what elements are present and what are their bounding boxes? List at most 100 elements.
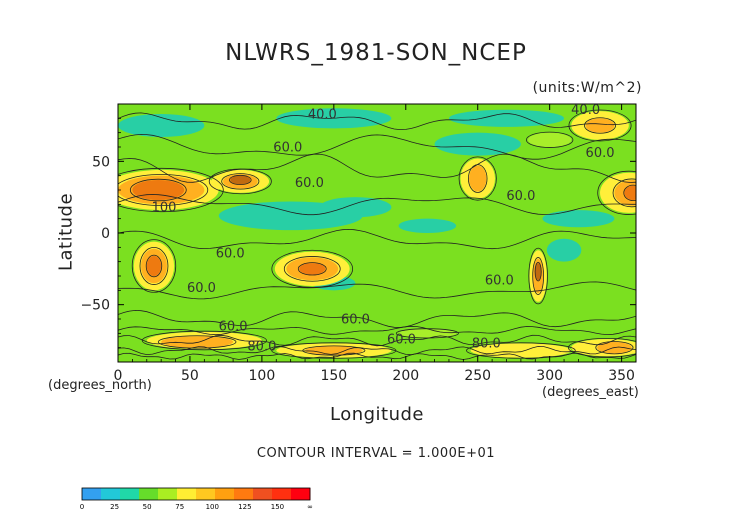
teal-region [546,238,582,262]
warm-region [230,175,251,185]
chart-title: NLWRS_1981-SON_NCEP [225,40,527,66]
x-axis-label: Longitude [329,404,425,425]
contour-label: 60.0 [295,176,324,191]
contour-line [118,194,636,216]
contour-label: 80.0 [472,337,501,352]
contour-line [532,257,544,295]
contour-line [229,174,252,186]
x-tick-label: 50 [181,368,199,384]
warm-region [585,118,615,133]
contour-label: 60.0 [586,146,615,161]
contour-line [118,345,636,356]
x-unit-label-east: (degrees_east) [542,385,639,400]
teal-region [398,218,457,233]
contour-line [118,309,636,328]
contour-line [118,167,224,213]
contour-label: 60.0 [216,246,245,261]
contour-line [118,334,636,347]
colorbar-swatch [82,488,102,500]
y-tick-label: 50 [92,154,110,170]
warm-region [146,255,162,276]
contour-label: 40.0 [571,103,600,118]
units-label: (units:W/m^2) [532,80,642,96]
contour-line [118,174,209,206]
teal-region [448,109,565,127]
contour-line [297,262,327,276]
contour-label: 60.0 [219,319,248,334]
contour-line [139,246,169,285]
colorbar-swatch [158,488,178,500]
contour-line [525,131,574,148]
colorbar-swatch [101,488,121,500]
colorbar-swatch [139,488,159,500]
contour-line [534,262,542,282]
x-tick-label: 200 [392,368,419,384]
contour-line [623,184,636,202]
colorbar-label: 100 [206,503,219,511]
warm-region [132,179,185,201]
contour-line [283,256,341,282]
contour-line [129,178,187,202]
warm-region [469,165,487,192]
warm-region [161,336,234,348]
contour-line [302,345,366,356]
teal-region [319,197,392,218]
contour-labels: 40.0 40.0 60.0 60.0 60.0 60.0 100 60.0 60.0 60.0 6… [152,103,615,355]
contour-line [584,117,616,134]
colorbar-swatch [253,488,273,500]
y-tick-label: 0 [101,226,110,242]
colorbar-label: 125 [238,503,251,511]
contour-label: 60.0 [187,281,216,296]
x-unit-label: (degrees_north) [48,378,152,393]
contour-line [141,330,267,351]
contour-label: 80.0 [247,340,276,355]
contour-line [131,239,177,293]
warm-region [624,185,636,201]
contour-line [118,133,636,160]
colorbar-swatch [272,488,292,500]
contour-label: 60.0 [387,332,416,347]
contour-label: 60.0 [506,189,535,204]
teal-region [118,114,205,137]
contour-line [595,341,634,355]
colorbar-swatch [196,488,216,500]
x-tick-label: 300 [536,368,563,384]
colorbar-label: ∞ [307,503,313,511]
contour-line [118,228,636,250]
x-tick-label: 0 [114,368,123,384]
contour-label: 60.0 [273,140,302,155]
contour-line [597,170,636,215]
colorbar-frame [81,487,311,501]
warm-region [299,263,326,275]
warm-region [305,346,363,355]
contour-label: 60.0 [341,312,370,327]
teal-region [434,132,521,156]
colorbar-swatch [234,488,254,500]
contour-line [458,156,497,201]
contour-line [118,325,636,336]
contour-label: 40.0 [308,107,337,122]
colorbar-label: 75 [175,503,184,511]
contour-line [118,112,636,131]
warm-region [398,329,457,338]
colorbar-label: 25 [110,503,119,511]
field-background [118,104,636,362]
colorbar-swatch [120,488,140,500]
x-tick-label: 250 [464,368,491,384]
colorbar-swatch [177,488,197,500]
colorbar-label: 150 [271,503,284,511]
contour-label: 60.0 [485,274,514,289]
colorbar-swatch [215,488,235,500]
x-tick-label: 150 [320,368,347,384]
teal-region [542,210,615,228]
contour-lines [118,109,636,360]
colorbar: 0 25 50 75 100 125 150 ∞ [80,487,313,511]
x-tick-label: 350 [608,368,635,384]
contour-line [612,178,636,208]
x-tick-label: 100 [249,368,276,384]
contour-label: 100 [152,201,177,216]
contour-interval-text: CONTOUR INTERVAL = 1.000E+01 [256,446,496,461]
warm-region [535,263,542,281]
warm-region [528,132,572,147]
